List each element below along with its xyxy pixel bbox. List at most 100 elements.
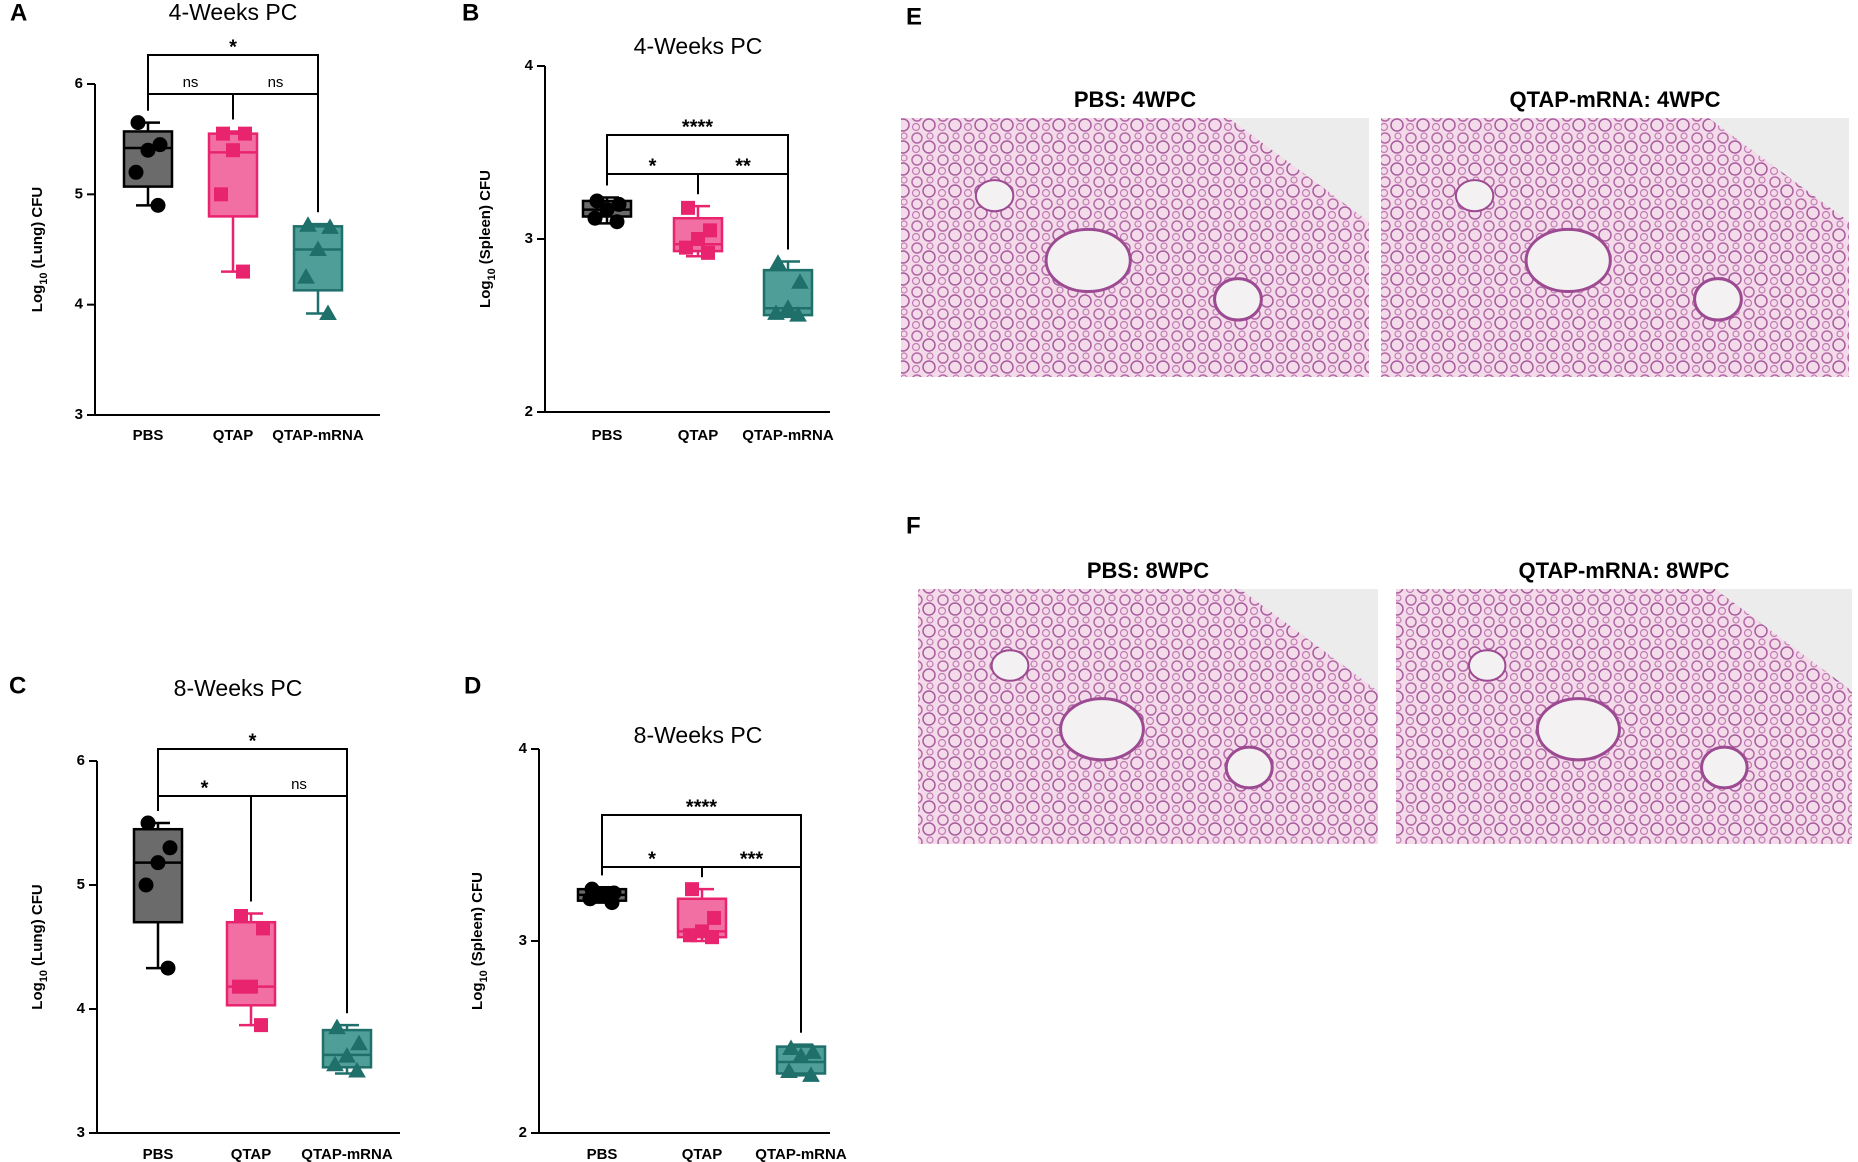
background-area <box>1228 118 1369 222</box>
panel-label: C <box>9 672 26 699</box>
point <box>140 142 156 158</box>
airway <box>990 649 1030 682</box>
significance-label: ** <box>735 155 751 177</box>
point <box>705 930 719 945</box>
point <box>309 240 327 256</box>
significance-label: ns <box>291 776 307 793</box>
y-tick-label: 4 <box>525 57 534 74</box>
airway <box>1467 649 1507 682</box>
point <box>238 126 252 141</box>
significance-bracket <box>701 866 802 1033</box>
y-tick-label: 3 <box>75 406 83 423</box>
x-tick-label: QTAP <box>682 1146 723 1162</box>
point <box>679 240 693 255</box>
y-label-sub: 10 <box>486 268 498 280</box>
point <box>150 197 166 213</box>
y-tick-label: 4 <box>75 296 84 313</box>
point <box>140 815 156 831</box>
y-label-part: Log <box>29 285 46 313</box>
background-area <box>1715 589 1852 691</box>
point <box>791 273 809 289</box>
y-tick-label: 2 <box>525 403 533 420</box>
significance-label: * <box>648 848 656 870</box>
y-tick-label: 3 <box>77 1124 85 1141</box>
point <box>236 264 250 279</box>
y-tick-label: 4 <box>519 740 528 757</box>
point <box>254 1018 268 1033</box>
background-area <box>1240 589 1378 691</box>
point <box>701 245 715 260</box>
point <box>162 840 178 856</box>
y-label-part: Log <box>469 982 486 1010</box>
airway <box>1213 277 1263 322</box>
point <box>319 304 337 320</box>
significance-label: **** <box>682 116 713 138</box>
y-tick-label: 3 <box>519 932 527 949</box>
y-tick-label: 6 <box>75 75 83 92</box>
airway <box>1524 227 1612 294</box>
point <box>326 1055 344 1072</box>
point <box>256 921 270 936</box>
y-axis-label: Log10 (Spleen) CFU <box>477 170 498 308</box>
point <box>348 1061 366 1078</box>
significance-label: * <box>201 777 209 799</box>
significance-label: **** <box>686 796 717 818</box>
x-tick-label: QTAP-mRNA <box>301 1146 393 1162</box>
image-title: QTAP-mRNA: 4WPC <box>1509 87 1720 112</box>
point <box>582 891 598 907</box>
significance-bracket <box>606 134 789 250</box>
point <box>681 200 695 215</box>
x-tick-label: QTAP-mRNA <box>755 1146 847 1162</box>
significance-label: * <box>229 36 237 58</box>
point <box>297 268 315 284</box>
y-tick-label: 5 <box>75 185 83 202</box>
airway <box>1044 227 1132 294</box>
point <box>328 1018 346 1035</box>
y-label-part: (Lung) CFU <box>29 187 46 269</box>
point <box>691 232 705 246</box>
point <box>599 202 615 218</box>
point <box>802 1066 820 1082</box>
significance-bracket <box>147 93 234 120</box>
x-tick-label: QTAP-mRNA <box>272 427 364 444</box>
point <box>150 855 166 871</box>
point <box>338 1047 356 1063</box>
x-tick-label: PBS <box>592 427 623 444</box>
point <box>789 306 807 322</box>
point <box>216 126 230 141</box>
y-label-sub: 10 <box>38 272 50 284</box>
point <box>226 143 240 158</box>
background-area <box>1708 118 1849 222</box>
chart-title: 8-Weeks PC <box>634 722 763 748</box>
chart-title: 4-Weeks PC <box>634 33 763 59</box>
x-tick-label: PBS <box>143 1146 174 1162</box>
point <box>707 910 721 925</box>
y-label-part: (Spleen) CFU <box>469 872 486 966</box>
point <box>299 216 317 232</box>
airway <box>1224 745 1274 790</box>
significance-label: * <box>649 155 657 177</box>
point <box>780 1062 798 1079</box>
point <box>769 254 787 270</box>
airway <box>1693 277 1743 322</box>
y-tick-label: 3 <box>525 230 533 247</box>
point <box>792 1047 810 1063</box>
airway <box>974 179 1015 213</box>
point <box>128 164 144 180</box>
x-tick-label: QTAP <box>678 427 719 444</box>
point <box>703 223 717 238</box>
point <box>234 909 248 923</box>
y-tick-label: 5 <box>77 876 85 893</box>
point <box>321 218 339 234</box>
y-tick-label: 2 <box>519 1124 527 1141</box>
airway <box>1059 697 1145 762</box>
panel-label: B <box>462 0 479 26</box>
chart-title: 8-Weeks PC <box>174 675 303 701</box>
x-tick-label: QTAP <box>231 1146 272 1162</box>
point <box>587 210 603 226</box>
point <box>683 928 697 943</box>
image-title: PBS: 4WPC <box>1074 87 1196 112</box>
point <box>782 1039 800 1056</box>
image-title: PBS: 8WPC <box>1087 558 1209 583</box>
